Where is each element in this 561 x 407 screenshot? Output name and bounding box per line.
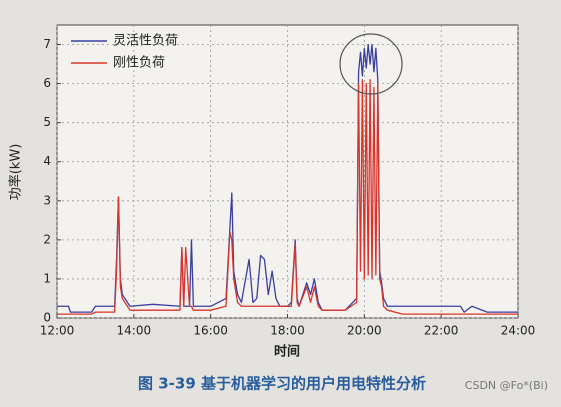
figure-caption: 图 3-39 基于机器学习的用户用电特性分析 — [138, 375, 426, 393]
y-tick-label: 7 — [43, 37, 51, 51]
x-tick-label: 22:00 — [424, 324, 459, 338]
x-tick-label: 18:00 — [270, 324, 305, 338]
y-tick-label: 0 — [43, 311, 51, 325]
highlight-circle — [339, 33, 403, 95]
y-tick-label: 3 — [43, 193, 51, 207]
series-line — [57, 79, 518, 315]
y-tick-label: 4 — [43, 154, 51, 168]
x-axis-label: 时间 — [274, 344, 300, 360]
legend-label: 灵活性负荷 — [113, 34, 178, 49]
x-tick-label: 20:00 — [347, 324, 382, 338]
y-tick-label: 1 — [43, 271, 51, 285]
x-tick-label: 14:00 — [117, 324, 152, 338]
y-axis-label: 功率(kW) — [8, 144, 24, 201]
x-tick-label: 24:00 — [501, 324, 536, 338]
y-tick-label: 6 — [43, 76, 51, 90]
legend-label: 刚性负荷 — [113, 56, 165, 71]
x-tick-label: 12:00 — [40, 324, 75, 338]
marks — [56, 25, 519, 319]
y-tick-label: 5 — [43, 115, 51, 129]
y-tick-label: 2 — [43, 232, 51, 246]
x-tick-label: 16:00 — [193, 324, 228, 338]
series-line — [57, 43, 518, 313]
watermark: CSDN @Fo*(Bi) — [465, 379, 548, 392]
